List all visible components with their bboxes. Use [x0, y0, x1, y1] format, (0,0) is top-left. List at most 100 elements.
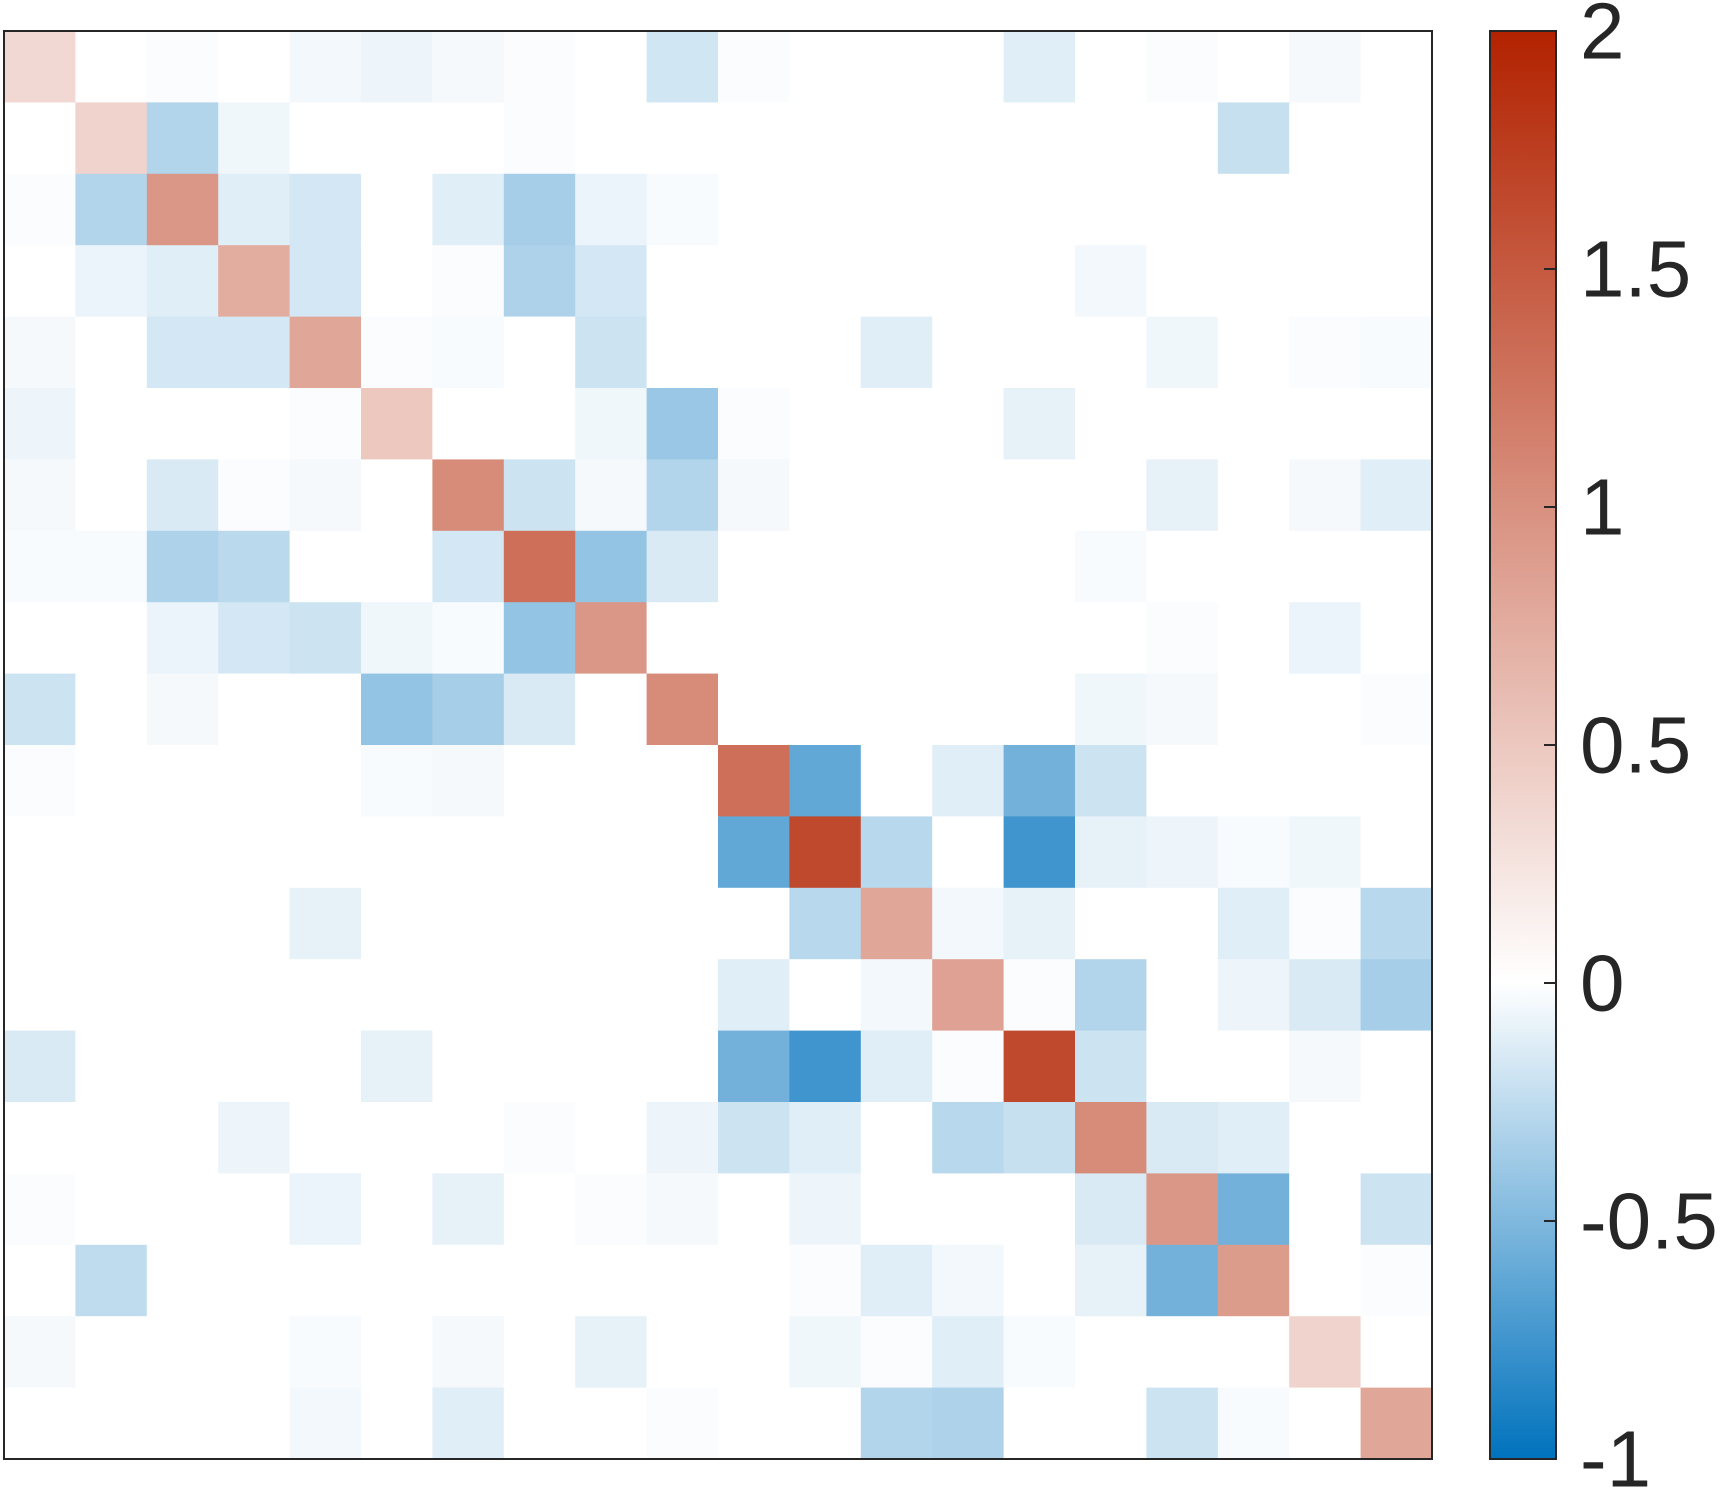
heatmap-cell: [718, 245, 790, 318]
heatmap-cell: [1360, 1173, 1433, 1246]
heatmap-cell: [432, 887, 505, 960]
heatmap-cell: [361, 102, 433, 175]
heatmap-cell: [646, 1387, 719, 1460]
heatmap-cell: [218, 1102, 291, 1174]
heatmap-cell: [1360, 602, 1433, 675]
heatmap-cell: [1217, 1244, 1290, 1317]
heatmap-cell: [1003, 316, 1076, 389]
heatmap-cell: [789, 602, 862, 675]
heatmap-cell: [718, 1387, 790, 1460]
heatmap-cell: [1146, 1102, 1219, 1174]
heatmap-cell: [860, 173, 933, 246]
heatmap-cell: [146, 1173, 219, 1246]
heatmap-cell: [932, 31, 1005, 103]
heatmap-cell: [1003, 1387, 1076, 1460]
heatmap-cell: [432, 530, 505, 603]
heatmap-cell: [718, 1173, 790, 1246]
heatmap-cell: [75, 316, 148, 389]
heatmap-cell: [1003, 245, 1076, 318]
heatmap-cell: [1075, 1173, 1147, 1246]
heatmap-cell: [1146, 1030, 1219, 1103]
heatmap-cell: [1003, 673, 1076, 746]
heatmap-cell: [932, 816, 1005, 889]
heatmap-cell: [932, 530, 1005, 603]
heatmap-cell: [503, 388, 576, 460]
heatmap-cell: [789, 245, 862, 318]
heatmap-cell: [646, 1244, 719, 1317]
heatmap-cell: [646, 816, 719, 889]
heatmap-cell: [718, 673, 790, 746]
heatmap-cell: [218, 1316, 291, 1389]
heatmap-cell: [1289, 459, 1362, 532]
heatmap-cell: [860, 1316, 933, 1389]
heatmap-cell: [789, 1030, 862, 1103]
heatmap-cell: [575, 1102, 648, 1174]
heatmap-cell: [75, 745, 148, 817]
heatmap-cell: [1289, 602, 1362, 675]
heatmap-cell: [1146, 1387, 1219, 1460]
heatmap-cell: [1217, 459, 1290, 532]
heatmap-cell: [146, 1316, 219, 1389]
heatmap-cell: [646, 530, 719, 603]
heatmap-cell: [503, 1173, 576, 1246]
heatmap-cell: [432, 673, 505, 746]
heatmap-cell: [146, 673, 219, 746]
heatmap-cell: [575, 1387, 648, 1460]
colorbar-tick-label: 1: [1580, 463, 1625, 552]
heatmap-cell: [1217, 816, 1290, 889]
heatmap-cell: [1075, 745, 1147, 817]
heatmap-cell: [646, 602, 719, 675]
heatmap-cell: [932, 1316, 1005, 1389]
heatmap-cell: [4, 388, 76, 460]
heatmap-cell: [1360, 459, 1433, 532]
heatmap-cell: [75, 173, 148, 246]
heatmap-cell: [932, 673, 1005, 746]
heatmap-cell: [432, 102, 505, 175]
heatmap-cell: [361, 887, 433, 960]
heatmap-cell: [1146, 530, 1219, 603]
heatmap-cell: [718, 530, 790, 603]
heatmap-cell: [289, 1030, 362, 1103]
heatmap-cell: [1146, 102, 1219, 175]
heatmap-cell: [1075, 1244, 1147, 1317]
heatmap-cell: [932, 459, 1005, 532]
heatmap-cell: [218, 887, 291, 960]
heatmap-cell: [218, 245, 291, 318]
heatmap-cell: [1217, 1173, 1290, 1246]
heatmap-cell: [1217, 673, 1290, 746]
heatmap-cell: [75, 459, 148, 532]
heatmap-cell: [218, 745, 291, 817]
colorbar-ticks: 2 1.5 1 0.5 0 -0.5 -1: [1544, 0, 1718, 1491]
heatmap-cell: [75, 602, 148, 675]
heatmap-cell: [646, 459, 719, 532]
heatmap-cell: [75, 1387, 148, 1460]
heatmap-cell: [1217, 1030, 1290, 1103]
heatmap-cell: [789, 887, 862, 960]
heatmap-cell: [1146, 1173, 1219, 1246]
heatmap-cell: [789, 816, 862, 889]
heatmap-cell: [289, 530, 362, 603]
heatmap-cell: [75, 887, 148, 960]
heatmap-cell: [932, 1387, 1005, 1460]
heatmap-cell: [75, 102, 148, 175]
heatmap-cell: [789, 102, 862, 175]
heatmap-cell: [1360, 1102, 1433, 1174]
heatmap-cell: [146, 459, 219, 532]
heatmap-cell: [289, 316, 362, 389]
heatmap-cell: [289, 673, 362, 746]
heatmap-cell: [1360, 102, 1433, 175]
heatmap-cell: [1075, 459, 1147, 532]
heatmap-cell: [646, 316, 719, 389]
heatmap-cell: [289, 887, 362, 960]
heatmap-cell: [1075, 1030, 1147, 1103]
heatmap-cell: [1003, 602, 1076, 675]
heatmap-cell: [503, 316, 576, 389]
heatmap-cell: [1003, 816, 1076, 889]
heatmap-cell: [4, 1030, 76, 1103]
heatmap-cell: [932, 245, 1005, 318]
heatmap-cell: [718, 887, 790, 960]
heatmap-cell: [4, 459, 76, 532]
heatmap-cell: [860, 31, 933, 103]
heatmap-cell: [361, 388, 433, 460]
heatmap-cell: [503, 887, 576, 960]
